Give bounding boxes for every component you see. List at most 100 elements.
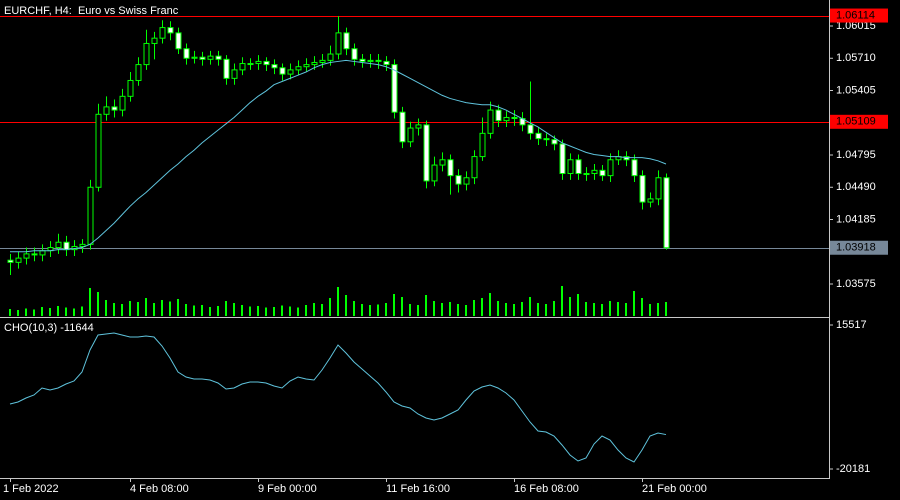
volume-bar — [193, 305, 195, 316]
x-tick-label: 1 Feb 2022 — [3, 483, 59, 495]
volume-bar — [553, 301, 555, 316]
candle-body — [399, 111, 406, 143]
candle-body — [543, 138, 550, 141]
candle-body — [351, 48, 358, 60]
candle-body — [599, 169, 606, 177]
volume-bar — [609, 301, 611, 316]
candle-body — [79, 243, 86, 247]
candle-body — [87, 186, 94, 245]
candle-body — [15, 257, 22, 263]
candle-body — [7, 259, 14, 263]
volume-bar — [169, 301, 171, 316]
volume-bar — [89, 288, 91, 316]
candle-body — [231, 69, 238, 79]
candle-body — [479, 132, 486, 158]
candle-body — [119, 95, 126, 111]
candle-body — [639, 175, 646, 203]
volume-bar — [97, 292, 99, 316]
price-panel — [0, 15, 829, 316]
candle-body — [447, 159, 454, 177]
x-tick-label: 4 Feb 08:00 — [130, 483, 189, 495]
volume-bar — [241, 305, 243, 316]
volume-bar — [505, 303, 507, 316]
volume-bar — [481, 298, 483, 316]
candle-body — [295, 66, 302, 71]
volume-bar — [225, 301, 227, 316]
candle-body — [151, 37, 158, 44]
volume-bar — [121, 304, 123, 316]
candle-body — [535, 132, 542, 140]
volume-bar — [137, 302, 139, 316]
volume-bar — [321, 304, 323, 316]
volume-bar — [153, 303, 155, 316]
volume-bar — [657, 303, 659, 316]
volume-bar — [145, 298, 147, 316]
candle-body — [383, 60, 390, 66]
volume-bar — [641, 298, 643, 316]
volume-bar — [385, 303, 387, 316]
candle-body — [455, 175, 462, 185]
volume-bar — [273, 307, 275, 316]
candle-body — [567, 159, 574, 175]
y-tick-label: 1.05405 — [836, 84, 876, 96]
volume-bar — [473, 300, 475, 316]
volume-bar — [233, 303, 235, 316]
x-tick-label: 21 Feb 00:00 — [642, 483, 707, 495]
volume-bar — [281, 305, 283, 316]
candle-body — [375, 59, 382, 62]
volume-bar — [369, 305, 371, 316]
volume-bar — [633, 291, 635, 316]
volume-bar — [313, 303, 315, 316]
candle-body — [287, 69, 294, 75]
volume-bar — [337, 287, 339, 316]
candle-body — [471, 156, 478, 179]
candle-body — [135, 64, 142, 81]
price-label: 1.06114 — [836, 9, 875, 21]
y-tick-label: 1.05710 — [836, 52, 876, 64]
candle-body — [591, 169, 598, 175]
volume-bar — [537, 303, 539, 316]
volume-bar — [521, 302, 523, 316]
price-label-box — [830, 8, 888, 23]
chart-title: EURCHF, H4: Euro vs Swiss Franc — [4, 5, 179, 17]
candle-body — [623, 156, 630, 161]
candle-body — [575, 159, 582, 175]
volume-bar — [33, 309, 35, 316]
volume-bar — [361, 304, 363, 316]
volume-bar — [409, 304, 411, 316]
volume-bar — [209, 307, 211, 316]
candle-body — [239, 63, 246, 71]
candle-body — [191, 56, 198, 59]
candle-body — [655, 177, 662, 200]
indicator-label: CHO(10,3) -11644 — [4, 322, 94, 334]
candle-body — [607, 159, 614, 177]
volume-bar — [49, 308, 51, 316]
volume-bar — [577, 294, 579, 316]
volume-bar — [305, 305, 307, 316]
price-label: 1.05109 — [836, 116, 876, 128]
candle-body — [551, 139, 558, 145]
volume-bar — [393, 294, 395, 316]
volume-bar — [217, 306, 219, 316]
candle-body — [183, 48, 190, 59]
candle-body — [111, 106, 118, 111]
candle-body — [223, 58, 230, 79]
volume-bar — [105, 300, 107, 316]
candle-body — [143, 42, 150, 66]
candle-body — [303, 64, 310, 68]
volume-bar — [425, 295, 427, 316]
volume-bar — [113, 303, 115, 316]
y-tick-label: 1.04185 — [836, 213, 876, 225]
candle-body — [39, 250, 46, 256]
volume-bar — [465, 305, 467, 316]
candle-body — [167, 27, 174, 34]
candle-body — [511, 116, 518, 120]
candle-body — [647, 198, 654, 203]
candle-body — [279, 67, 286, 75]
volume-bar — [569, 297, 571, 316]
candle-body — [319, 59, 326, 63]
y-tick-label: 1.06015 — [836, 20, 876, 32]
volume-bar — [529, 297, 531, 316]
candle-body — [335, 32, 342, 55]
volume-bar — [297, 307, 299, 316]
